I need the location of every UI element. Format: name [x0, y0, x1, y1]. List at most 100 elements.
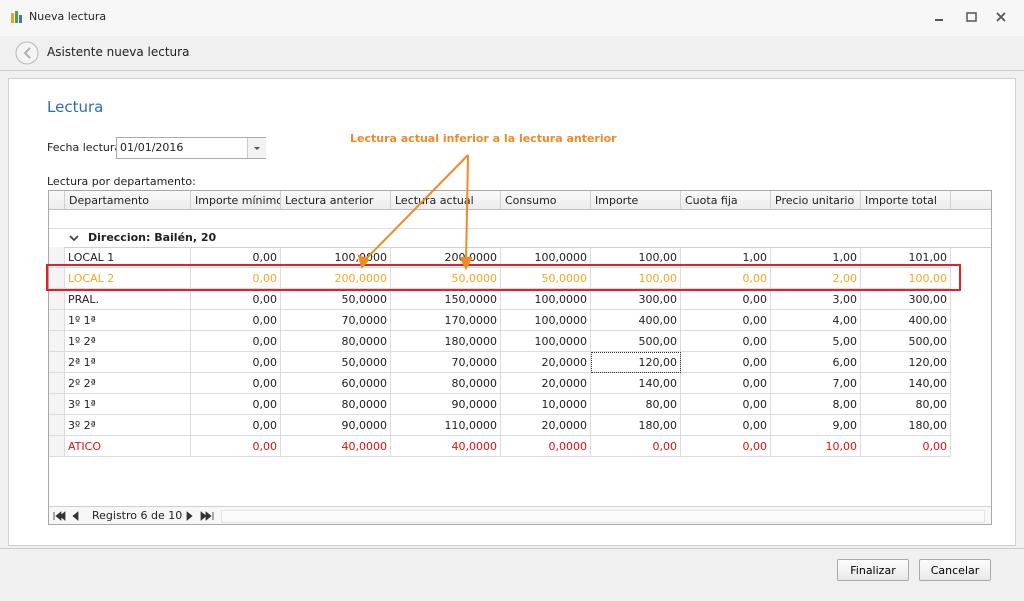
group-row[interactable]: Direccion: Bailén, 20	[49, 228, 991, 248]
grid-cell: 20,0000	[501, 415, 591, 436]
grid-cell: 80,0000	[281, 331, 391, 352]
back-button[interactable]	[14, 40, 40, 66]
group-label: Direccion: Bailén, 20	[88, 231, 217, 244]
date-picker[interactable]: 01/01/2016	[116, 137, 266, 159]
nav-next-last[interactable]	[183, 510, 223, 522]
grid-cell: 6,00	[771, 352, 861, 373]
row-indicator-cell	[49, 352, 65, 373]
grid-cell: 10,0000	[501, 394, 591, 415]
grid-cell: 100,00	[861, 268, 951, 289]
column-header: Cuota fija	[681, 191, 771, 210]
grid-cell: 400,00	[861, 310, 951, 331]
grid-cell: 80,0000	[281, 394, 391, 415]
column-header-filler	[951, 191, 991, 210]
annotation-text: Lectura actual inferior a la lectura ant…	[350, 132, 617, 145]
grid-cell: 0,00	[191, 268, 281, 289]
grid-cell: 0,00	[191, 310, 281, 331]
row-indicator-cell	[49, 415, 65, 436]
row-indicator-cell	[49, 394, 65, 415]
grid-cell: 80,00	[591, 394, 681, 415]
grid-cell: 150,0000	[391, 289, 501, 310]
grid-cell: 140,00	[591, 373, 681, 394]
grid-cell: 400,00	[591, 310, 681, 331]
grid-cell: PRAL.	[65, 289, 191, 310]
annotation-arrows	[357, 154, 473, 271]
grid-cell: 101,00	[861, 247, 951, 268]
highlight-box	[46, 264, 961, 291]
grid-cell: ATICO	[65, 436, 191, 457]
grid-cell: 100,0000	[501, 289, 591, 310]
app-icon	[11, 11, 22, 23]
grid-cell: 0,00	[191, 436, 281, 457]
grid-cell: 100,0000	[501, 247, 591, 268]
grid-cell: 80,00	[861, 394, 951, 415]
column-header: Importe	[591, 191, 681, 210]
grid-cell: 0,00	[681, 373, 771, 394]
grid-cell: 4,00	[771, 310, 861, 331]
grid-cell: 0,00	[681, 331, 771, 352]
grid-cell: 50,0000	[501, 268, 591, 289]
grid-cell: 1º 1ª	[65, 310, 191, 331]
grid-cell: 170,0000	[391, 310, 501, 331]
row-indicator-cell	[49, 247, 65, 268]
grid-cell: 0,00	[681, 289, 771, 310]
grid-cell: 50,0000	[281, 289, 391, 310]
grid-cell: 2,00	[771, 268, 861, 289]
grid-cell: 500,00	[861, 331, 951, 352]
data-grid: Direccion: Bailén, 20 Registro 6 de 10 D…	[48, 190, 992, 525]
column-header: Importe mínimo	[191, 191, 281, 210]
grid-cell: 50,0000	[391, 268, 501, 289]
grid-cell: 0,00	[681, 352, 771, 373]
grid-cell: 120,00	[591, 352, 681, 373]
grid-cell: 2ª 1ª	[65, 352, 191, 373]
grid-cell: 0,00	[191, 394, 281, 415]
grid-cell: 70,0000	[391, 352, 501, 373]
finish-button[interactable]: Finalizar	[837, 559, 909, 581]
grid-cell: 0,00	[191, 247, 281, 268]
grid-cell: 140,00	[861, 373, 951, 394]
indicator-header	[49, 191, 65, 210]
grid-cell: 0,00	[191, 415, 281, 436]
grid-cell: 0,00	[681, 310, 771, 331]
grid-cell: 7,00	[771, 373, 861, 394]
footer: Finalizar Cancelar	[0, 548, 1024, 601]
row-indicator-cell	[49, 373, 65, 394]
grid-cell: 40,0000	[281, 436, 391, 457]
grid-cell: 180,0000	[391, 331, 501, 352]
cancel-button[interactable]: Cancelar	[919, 559, 991, 581]
grid-cell: 0,00	[681, 436, 771, 457]
group-chevron	[69, 235, 79, 242]
grid-cell: 3º 1ª	[65, 394, 191, 415]
row-indicator-cell	[49, 310, 65, 331]
grid-cell: 1º 2ª	[65, 331, 191, 352]
grid-cell: 0,00	[681, 268, 771, 289]
window-title: Nueva lectura	[29, 10, 107, 23]
grid-cell: 9,00	[771, 415, 861, 436]
section-title: Lectura	[47, 98, 104, 116]
navigator-text: Registro 6 de 10	[92, 509, 183, 522]
grid-cell: 1,00	[771, 247, 861, 268]
grid-cell: 5,00	[771, 331, 861, 352]
grid-cell: 3º 2ª	[65, 415, 191, 436]
column-header: Departamento	[65, 191, 191, 210]
grid-cell: 100,00	[591, 247, 681, 268]
grid-cell: 10,00	[771, 436, 861, 457]
grid-cell: 80,0000	[391, 373, 501, 394]
grid-cell: 180,00	[861, 415, 951, 436]
grid-cell: LOCAL 2	[65, 268, 191, 289]
grid-cell: 300,00	[591, 289, 681, 310]
column-header: Consumo	[501, 191, 591, 210]
title-bar: Nueva lectura	[0, 0, 1024, 37]
window-controls[interactable]	[930, 10, 1014, 26]
grid-cell: 60,0000	[281, 373, 391, 394]
grid-label: Lectura por departamento:	[47, 175, 196, 188]
nav-first-prev[interactable]	[51, 510, 89, 522]
grid-cell: 200,0000	[281, 268, 391, 289]
grid-cell: 100,0000	[501, 331, 591, 352]
row-indicator-cell	[49, 268, 65, 289]
grid-cell: LOCAL 1	[65, 247, 191, 268]
grid-cell: 90,0000	[391, 394, 501, 415]
dropdown-button[interactable]	[247, 138, 266, 158]
horizontal-scrollbar[interactable]	[221, 510, 985, 523]
